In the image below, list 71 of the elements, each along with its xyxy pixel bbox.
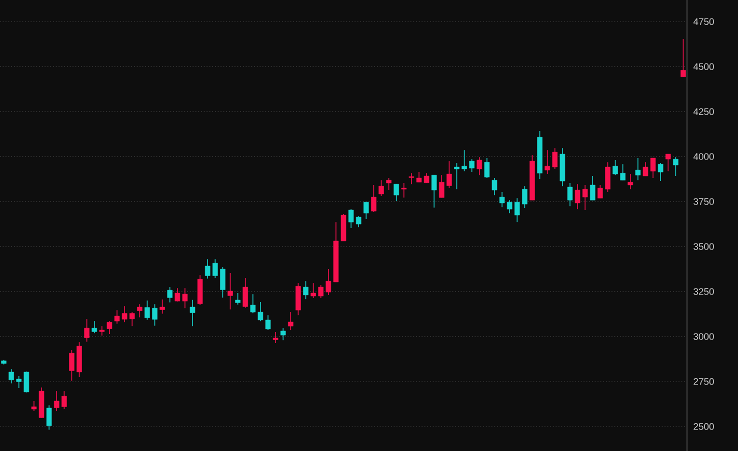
candlestick bbox=[288, 312, 294, 330]
candlestick bbox=[446, 160, 452, 188]
y-tick-label: 3250 bbox=[694, 288, 714, 295]
y-tick-label: 3500 bbox=[694, 243, 714, 250]
candlestick bbox=[612, 160, 618, 176]
candlestick bbox=[84, 318, 90, 342]
candlestick bbox=[348, 208, 354, 228]
candlestick bbox=[462, 150, 467, 172]
candlestick bbox=[605, 162, 610, 192]
candlestick bbox=[484, 158, 490, 178]
candlestick bbox=[144, 300, 150, 320]
candlestick bbox=[401, 182, 407, 198]
candlestick bbox=[469, 158, 474, 172]
candlestick bbox=[544, 150, 550, 174]
candlestick bbox=[598, 184, 603, 199]
candlestick bbox=[620, 164, 626, 181]
candlestick bbox=[182, 288, 188, 309]
candlestick bbox=[204, 258, 210, 279]
candlestick bbox=[378, 180, 384, 196]
candlestick bbox=[454, 162, 460, 190]
candlestick bbox=[69, 350, 74, 382]
candlestick bbox=[530, 154, 535, 201]
candlestick bbox=[680, 38, 686, 78]
candlestick bbox=[371, 184, 376, 212]
candlestick bbox=[220, 266, 226, 298]
candlestick bbox=[356, 216, 362, 228]
candlestick bbox=[76, 342, 82, 378]
candlestick bbox=[552, 148, 558, 170]
candlestick bbox=[137, 304, 142, 318]
candlestick bbox=[628, 174, 634, 190]
candlestick bbox=[303, 280, 308, 300]
candlestick bbox=[212, 258, 218, 278]
candlestick bbox=[152, 304, 158, 326]
candlestick bbox=[394, 184, 399, 202]
candlestick bbox=[228, 272, 233, 310]
candlestick bbox=[280, 328, 286, 341]
y-tick-label: 4500 bbox=[693, 63, 714, 70]
y-tick-label: 2500 bbox=[694, 423, 714, 430]
candlestick bbox=[574, 184, 580, 210]
candlestick bbox=[673, 156, 678, 176]
candlestick bbox=[106, 320, 112, 334]
candlestick bbox=[318, 284, 324, 298]
candlestick bbox=[635, 158, 641, 181]
candlestick bbox=[492, 178, 498, 196]
candlestick bbox=[522, 186, 528, 208]
y-tick-label: 2750 bbox=[694, 378, 714, 385]
candlestick bbox=[386, 178, 392, 190]
candlestick bbox=[665, 154, 671, 172]
y-tick-label: 3000 bbox=[694, 333, 714, 340]
candlestick bbox=[476, 156, 482, 176]
candlestick bbox=[160, 299, 165, 314]
candlestick bbox=[99, 326, 105, 336]
candlestick bbox=[250, 294, 256, 314]
candlestick bbox=[8, 368, 14, 384]
y-tick-label: 4250 bbox=[693, 108, 714, 115]
candlestick bbox=[62, 390, 67, 410]
candlestick bbox=[190, 299, 196, 326]
candlestick bbox=[197, 274, 203, 306]
y-tick-label: 4000 bbox=[693, 153, 714, 160]
candlestick bbox=[174, 288, 180, 302]
candlestick bbox=[235, 292, 240, 306]
candlestick bbox=[560, 148, 566, 186]
candlestick bbox=[499, 192, 505, 208]
candlestick bbox=[537, 130, 542, 180]
candlestick bbox=[16, 376, 22, 388]
candlestick bbox=[296, 282, 301, 316]
y-tick-label: 4750 bbox=[693, 18, 714, 25]
y-tick-label: 3750 bbox=[694, 198, 714, 205]
candlestick bbox=[310, 282, 316, 298]
candlestick bbox=[272, 332, 278, 344]
candlestick bbox=[567, 182, 573, 206]
